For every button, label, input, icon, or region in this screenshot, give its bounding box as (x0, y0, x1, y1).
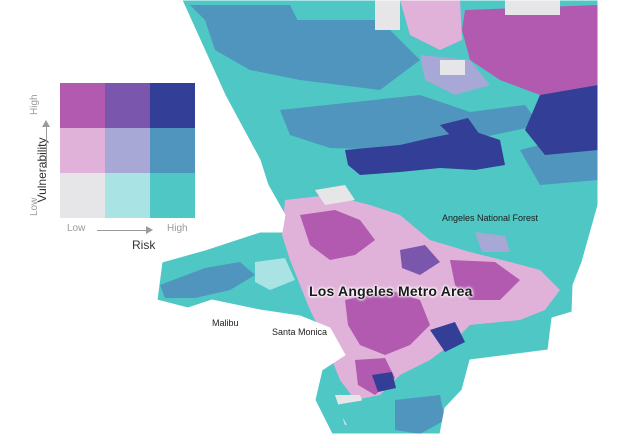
region-metro-magenta (300, 210, 375, 260)
label-angeles-national-forest: Angeles National Forest (442, 213, 539, 223)
region-forest-dark (345, 130, 505, 175)
legend-y-low: Low (29, 197, 40, 216)
legend-cell-r0-c0 (60, 83, 105, 128)
legend-y-arrow-line (46, 126, 47, 168)
legend-cell-r2-c2 (150, 173, 195, 218)
region-metro-magenta-3 (450, 260, 520, 300)
region-metro-grey (315, 185, 355, 205)
region-grey-3 (440, 60, 465, 75)
region-south-blue (395, 395, 445, 434)
region-north-blue (205, 20, 420, 90)
region-antelope-valley (462, 5, 598, 95)
region-west-blue (160, 262, 255, 298)
region-metro-darkblue (430, 322, 465, 352)
legend-x-arrow-icon (146, 226, 153, 234)
legend-cell-r1-c1 (105, 128, 150, 173)
region-northwest-blue (190, 5, 300, 30)
legend-cell-r0-c2 (150, 83, 195, 128)
label-malibu: Malibu (212, 318, 239, 328)
label-los-angeles-metro-area: Los Angeles Metro Area (309, 283, 473, 299)
legend-cell-r1-c2 (150, 128, 195, 173)
region-metro-magenta-2 (345, 290, 430, 355)
legend-x-low: Low (67, 223, 86, 234)
legend-cell-r1-c0 (60, 128, 105, 173)
legend-cell-r2-c1 (105, 173, 150, 218)
legend-y-high: High (29, 94, 40, 115)
legend-x-axis-label: Risk (132, 238, 156, 252)
region-forest-dark-2 (440, 118, 480, 140)
region-antelope-dark (525, 85, 598, 155)
region-west-lightteal (255, 258, 295, 290)
bivariate-legend: Vulnerability High Low Low High Risk (22, 80, 202, 252)
region-metro-purple (400, 245, 440, 275)
legend-x-arrow-line (97, 230, 147, 231)
legend-y-arrow-icon (42, 120, 50, 127)
county-outline (156, 0, 599, 434)
region-grey-2 (505, 0, 560, 15)
legend-x-high: High (167, 223, 188, 234)
region-metro-darkblue-2 (372, 372, 396, 392)
region-antelope-pink (400, 0, 462, 50)
region-south-teal (335, 400, 372, 430)
legend-cell-r0-c1 (105, 83, 150, 128)
region-grey-1 (375, 0, 400, 30)
region-metro-lavender (475, 232, 510, 252)
legend-cell-r2-c0 (60, 173, 105, 218)
label-santa-monica: Santa Monica (272, 327, 328, 337)
